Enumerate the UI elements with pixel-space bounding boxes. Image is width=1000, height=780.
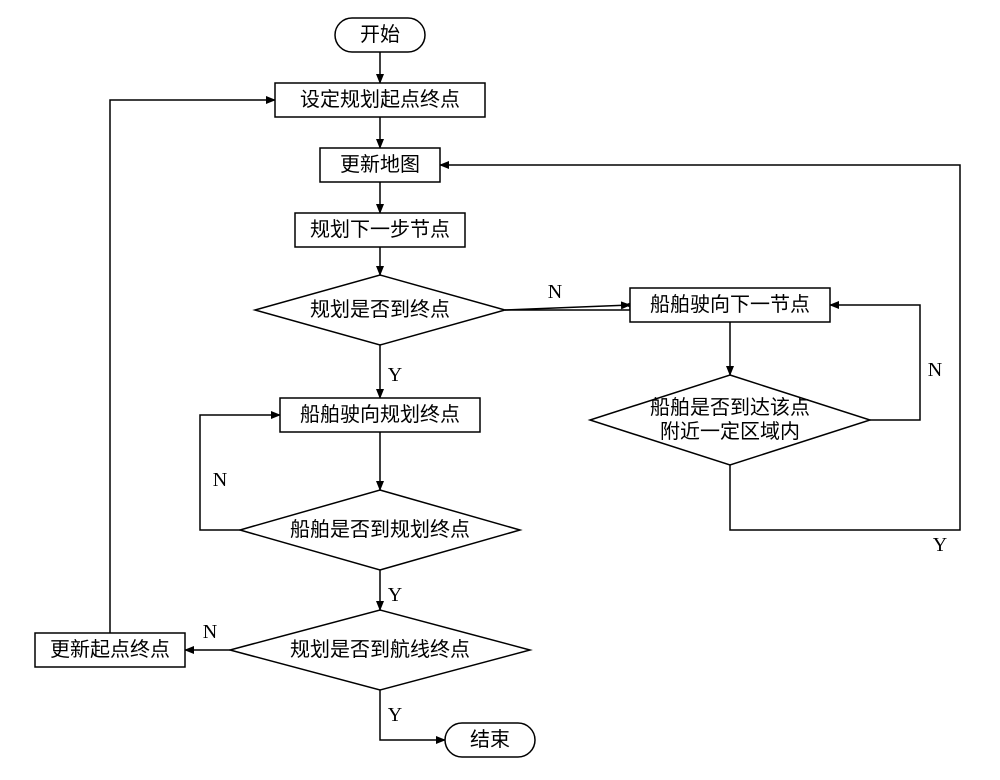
edge-label: Y xyxy=(388,704,402,726)
edge-label: Y xyxy=(388,364,402,386)
node-set_points: 设定规划起点终点 xyxy=(275,83,485,117)
node-label: 附近一定区域内 xyxy=(660,420,800,443)
node-label: 开始 xyxy=(360,23,400,46)
node-start: 开始 xyxy=(335,18,425,52)
node-label: 船舶是否到达该点 xyxy=(650,396,810,419)
node-label: 更新起点终点 xyxy=(50,638,170,661)
node-sail_next: 船舶驶向下一节点 xyxy=(630,288,830,322)
edge-label: Y xyxy=(933,534,947,556)
node-label: 规划下一步节点 xyxy=(310,218,450,241)
node-update_se: 更新起点终点 xyxy=(35,633,185,667)
node-plan_next: 规划下一步节点 xyxy=(295,213,465,247)
node-label: 设定规划起点终点 xyxy=(300,88,460,111)
node-dec_route_end: 规划是否到航线终点 xyxy=(230,610,530,690)
node-end: 结束 xyxy=(445,723,535,757)
edge-label: N xyxy=(203,621,217,643)
nodes-layer: 开始设定规划起点终点更新地图规划下一步节点规划是否到终点 船舶驶向下一节点船舶驶向… xyxy=(35,18,870,757)
edge-label: N xyxy=(548,281,562,303)
edge-label: N xyxy=(928,359,942,381)
node-dec_near: 船舶是否到达该点附近一定区域内 xyxy=(590,375,870,465)
node-label: 结束 xyxy=(470,728,510,751)
edge-label: Y xyxy=(388,584,402,606)
edge-label: N xyxy=(213,469,227,491)
edge-15 xyxy=(830,305,920,420)
node-label: 船舶是否到规划终点 xyxy=(290,518,470,541)
node-sail_endpoint: 船舶驶向规划终点 xyxy=(280,398,480,432)
node-label: 更新地图 xyxy=(340,153,420,176)
flowchart-canvas: 开始设定规划起点终点更新地图规划下一步节点规划是否到终点 船舶驶向下一节点船舶驶向… xyxy=(0,0,1000,780)
node-label: 规划是否到终点 xyxy=(310,298,450,321)
node-dec_reach_pe: 船舶是否到规划终点 xyxy=(240,490,520,570)
node-update_map: 更新地图 xyxy=(320,148,440,182)
node-dec_endpoint: 规划是否到终点 xyxy=(255,275,505,345)
edge-16 xyxy=(440,165,960,530)
node-label: 船舶驶向下一节点 xyxy=(650,293,810,316)
edges-layer xyxy=(110,52,960,740)
edge-12 xyxy=(110,100,275,633)
node-label: 规划是否到航线终点 xyxy=(290,638,470,661)
node-label: 船舶驶向规划终点 xyxy=(300,403,460,426)
